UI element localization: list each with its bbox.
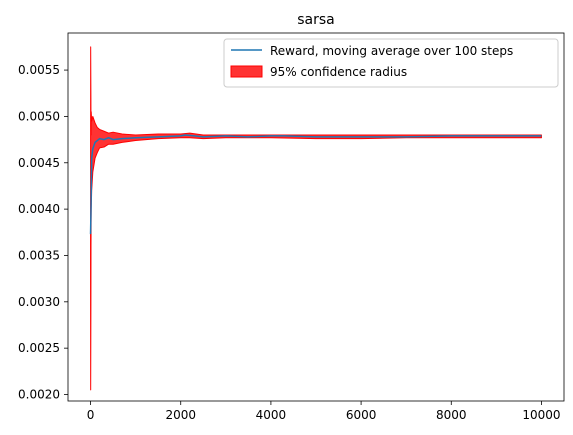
x-tick-label: 10000 xyxy=(522,408,560,422)
x-tick-label: 2000 xyxy=(165,408,196,422)
y-tick-label: 0.0050 xyxy=(18,109,60,123)
y-tick-label: 0.0030 xyxy=(18,295,60,309)
plot-area xyxy=(68,33,564,401)
y-tick-label: 0.0025 xyxy=(18,341,60,355)
y-tick-label: 0.0040 xyxy=(18,202,60,216)
x-tick-label: 8000 xyxy=(436,408,467,422)
chart-title: sarsa xyxy=(297,12,335,28)
y-tick-label: 0.0055 xyxy=(18,63,60,77)
legend-patch-swatch xyxy=(231,66,262,77)
y-tick-label: 0.0035 xyxy=(18,248,60,262)
y-tick-label: 0.0045 xyxy=(18,156,60,170)
legend-label-reward: Reward, moving average over 100 steps xyxy=(270,44,513,58)
legend-label-confidence: 95% confidence radius xyxy=(270,65,407,79)
x-tick-label: 0 xyxy=(87,408,95,422)
y-tick-label: 0.0020 xyxy=(18,388,60,402)
x-tick-label: 6000 xyxy=(346,408,377,422)
x-tick-label: 4000 xyxy=(256,408,287,422)
legend: Reward, moving average over 100 steps 95… xyxy=(224,39,558,87)
